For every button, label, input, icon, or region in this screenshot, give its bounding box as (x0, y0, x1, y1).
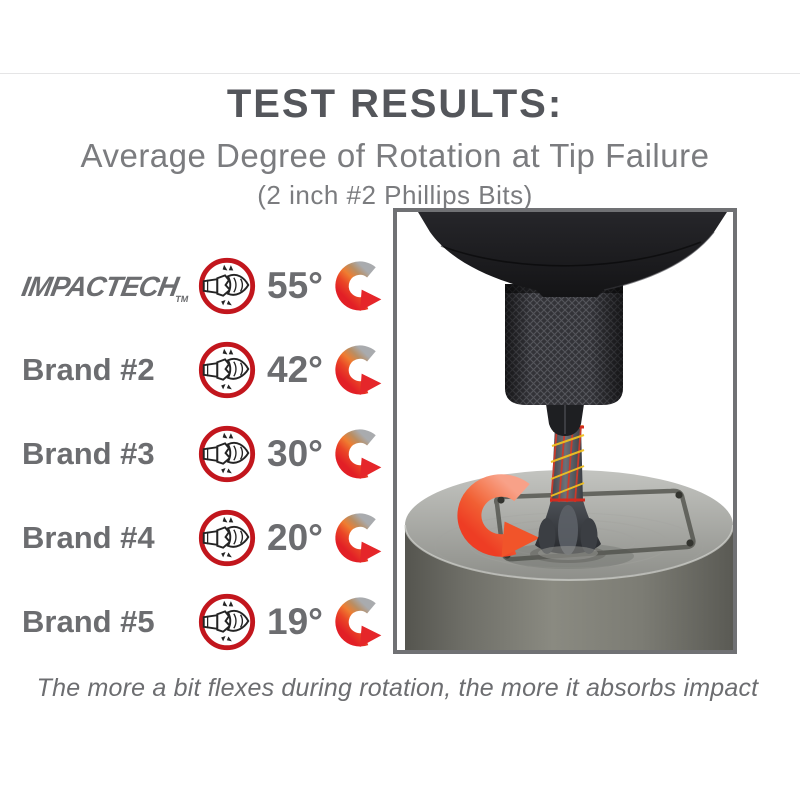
rotation-arrow-large (457, 474, 540, 558)
result-row-impactech: IMPACTECHTM 55° (19, 244, 396, 328)
top-divider (0, 73, 800, 74)
result-row-brand2: Brand #2 42° (22, 328, 396, 412)
results-list: IMPACTECHTM 55° Brand #2 (19, 244, 396, 664)
degree-value: 55° (267, 265, 323, 306)
degree-value: 19° (267, 601, 323, 642)
degree-value: 42° (267, 349, 323, 390)
rotation-arrow-icon (335, 597, 382, 647)
steel-cylinder-front (405, 525, 733, 650)
drill-body (418, 212, 727, 297)
rotation-arrow-icon (335, 429, 382, 479)
rotation-arrow-icon (335, 261, 382, 311)
bit-break-icon (198, 341, 256, 399)
page-subtitle-detail: (2 inch #2 Phillips Bits) (257, 180, 533, 210)
phillips-bit-tip (535, 500, 601, 560)
result-row-brand3: Brand #3 30° (22, 412, 396, 496)
impactech-logo: IMPACTECHTM (19, 271, 190, 304)
bit-break-icon (198, 593, 256, 651)
rotation-arrow-icon (335, 345, 382, 395)
drill-test-photo (404, 212, 733, 650)
page-subtitle: Average Degree of Rotation at Tip Failur… (80, 137, 710, 174)
knurled-chuck (505, 284, 623, 405)
header: TEST RESULTS: Average Degree of Rotation… (0, 82, 790, 211)
caption-text: The more a bit flexes during rotation, t… (36, 674, 759, 702)
result-row-brand5: Brand #5 19° (22, 580, 396, 664)
degree-value: 30° (267, 433, 323, 474)
bit-shaft-torsion-grid (550, 425, 585, 503)
degree-value: 20° (267, 517, 323, 558)
bit-break-icon (198, 257, 256, 315)
test-photo-frame (393, 208, 737, 654)
brand-label: Brand #5 (22, 604, 155, 639)
trademark-symbol: TM (174, 294, 190, 304)
brand-label: IMPACTECHTM (19, 268, 196, 304)
bit-break-icon (198, 425, 256, 483)
bit-break-icon (198, 509, 256, 567)
brand-label: Brand #2 (22, 352, 155, 387)
engraved-square (493, 488, 696, 562)
result-row-brand4: Brand #4 20° (22, 496, 396, 580)
rotation-arrow-icon (335, 513, 382, 563)
page-title: TEST RESULTS: (226, 82, 564, 126)
brand-label: Brand #3 (22, 436, 155, 471)
brand-label: Brand #4 (22, 520, 155, 555)
